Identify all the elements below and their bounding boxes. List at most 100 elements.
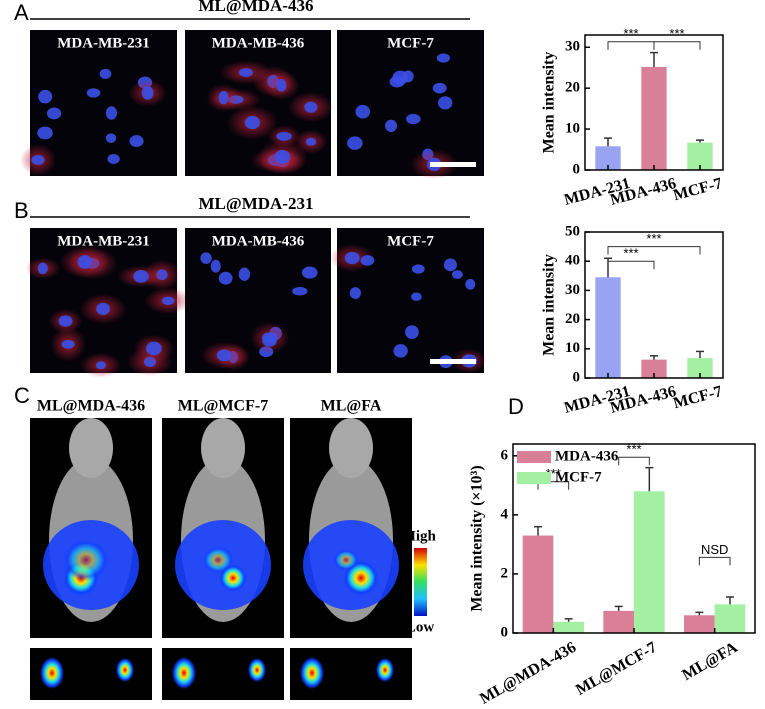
nucleus bbox=[105, 106, 118, 120]
nucleus bbox=[95, 361, 106, 370]
nucleus bbox=[37, 262, 48, 275]
y-axis-label: Mean intensity (×10³) bbox=[469, 465, 486, 611]
nucleus bbox=[355, 104, 371, 119]
signal-hot bbox=[333, 549, 359, 571]
legend-label: MDA-436 bbox=[555, 448, 619, 464]
nucleus bbox=[61, 339, 75, 349]
y-tick-label: 30 bbox=[565, 282, 580, 298]
nucleus bbox=[105, 133, 117, 143]
nucleus bbox=[216, 349, 232, 362]
error-bar bbox=[695, 611, 704, 616]
nucleus bbox=[77, 255, 93, 269]
nucleus bbox=[360, 255, 375, 266]
image-label: MDA-MB-231 bbox=[57, 233, 149, 249]
y-tick-label: 0 bbox=[573, 369, 581, 385]
image-label: MDA-MB-436 bbox=[212, 233, 305, 249]
error-bar bbox=[614, 605, 623, 611]
error-bar bbox=[534, 525, 543, 536]
mouse-head bbox=[201, 418, 245, 478]
error-bar bbox=[696, 139, 704, 143]
nucleus bbox=[99, 68, 112, 79]
significance-bracket bbox=[653, 41, 701, 50]
bar bbox=[641, 359, 667, 378]
bar bbox=[641, 66, 667, 170]
nucleus bbox=[411, 292, 422, 301]
nucleus bbox=[438, 96, 453, 110]
panel-label: D bbox=[508, 394, 524, 419]
colorbar bbox=[414, 548, 427, 616]
colorbar-label: Low bbox=[406, 619, 435, 635]
nucleus bbox=[145, 341, 162, 356]
image-label: ML@FA bbox=[321, 398, 382, 415]
organ bbox=[116, 658, 134, 682]
y-tick-label: 2 bbox=[501, 565, 509, 581]
plot-frame bbox=[584, 231, 724, 379]
nucleus bbox=[210, 259, 221, 273]
nucleus bbox=[244, 115, 261, 130]
y-tick-label: 4 bbox=[501, 506, 509, 522]
nucleus bbox=[411, 264, 425, 274]
nucleus bbox=[141, 86, 154, 100]
organ bbox=[172, 657, 196, 689]
panel-label: A bbox=[14, 0, 29, 25]
organ bbox=[248, 658, 266, 682]
signal-hot bbox=[63, 539, 109, 581]
nucleus bbox=[129, 135, 144, 147]
nucleus bbox=[301, 266, 318, 279]
plot-frame bbox=[512, 443, 756, 634]
nucleus bbox=[161, 296, 175, 305]
significance-bracket bbox=[607, 246, 701, 255]
significance-label: *** bbox=[626, 442, 641, 457]
y-tick-label: 0 bbox=[501, 624, 509, 640]
nucleus bbox=[200, 252, 212, 264]
bar bbox=[687, 358, 713, 378]
layout bbox=[19, 30, 487, 700]
nucleus bbox=[218, 90, 229, 105]
significance-label: *** bbox=[623, 246, 638, 261]
y-tick-label: 10 bbox=[565, 121, 580, 137]
significance-bracket bbox=[607, 41, 655, 50]
image-label: ML@MCF-7 bbox=[178, 398, 268, 415]
significance-label: NSD bbox=[701, 542, 728, 557]
nucleus bbox=[37, 126, 53, 140]
y-tick-label: 10 bbox=[565, 340, 580, 356]
organ bbox=[40, 657, 64, 689]
significance-bracket bbox=[698, 556, 731, 566]
signal-hot bbox=[202, 546, 234, 574]
micrograph bbox=[337, 30, 484, 176]
y-tick-label: 50 bbox=[565, 223, 580, 239]
image-label: ML@MDA-436 bbox=[37, 398, 145, 415]
nucleus bbox=[402, 70, 414, 83]
nucleus bbox=[47, 107, 62, 120]
significance-bracket bbox=[537, 481, 570, 490]
y-tick-label: 30 bbox=[565, 39, 580, 55]
nucleus bbox=[274, 149, 291, 164]
x-tick-label: ML@MCF-7 bbox=[573, 639, 660, 699]
organ bbox=[300, 657, 324, 689]
panel-title: ML@MDA-231 bbox=[199, 194, 314, 213]
nucleus bbox=[262, 335, 277, 347]
y-tick-label: 20 bbox=[565, 80, 580, 96]
nucleus bbox=[344, 251, 360, 265]
nucleus bbox=[393, 344, 408, 358]
scale-bar bbox=[430, 359, 476, 364]
error-bar bbox=[564, 618, 573, 622]
significance-bracket bbox=[618, 456, 650, 466]
x-tick-label: ML@FA bbox=[679, 639, 741, 684]
nucleus bbox=[31, 154, 45, 165]
nucleus bbox=[465, 278, 476, 290]
nucleus bbox=[218, 271, 233, 285]
legend-swatch bbox=[517, 451, 551, 463]
nucleus bbox=[451, 270, 463, 279]
scale-bar bbox=[430, 162, 476, 167]
nucleus bbox=[406, 113, 421, 125]
y-tick-label: 6 bbox=[501, 447, 509, 463]
significance-label: *** bbox=[646, 231, 661, 246]
bar bbox=[595, 277, 621, 378]
image-label: MCF-7 bbox=[387, 35, 434, 51]
nucleus bbox=[276, 132, 292, 141]
bar bbox=[603, 610, 634, 633]
nucleus bbox=[443, 258, 457, 272]
significance-label: *** bbox=[669, 26, 684, 41]
nucleus bbox=[305, 137, 317, 146]
